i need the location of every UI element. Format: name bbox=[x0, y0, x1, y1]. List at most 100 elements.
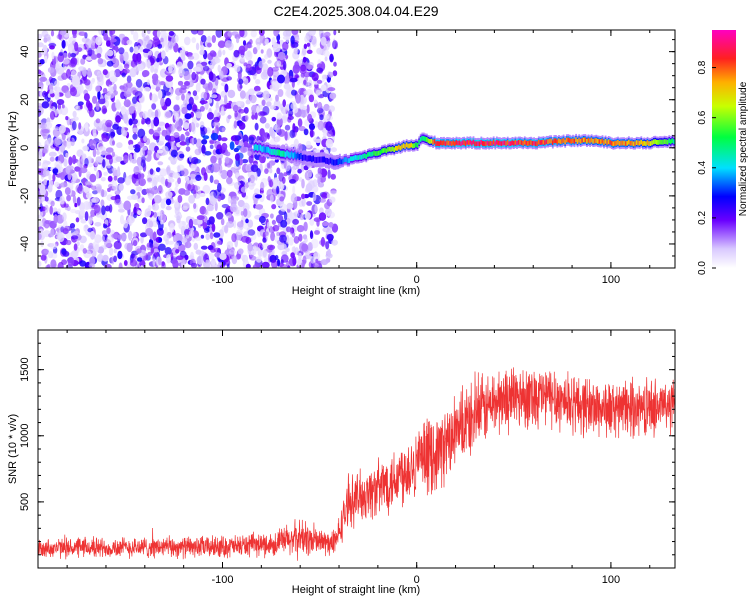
ridge-cell bbox=[623, 140, 626, 146]
noise-cell bbox=[282, 35, 291, 40]
noise-cell bbox=[220, 169, 228, 180]
noise-cell bbox=[63, 158, 68, 167]
noise-cell bbox=[227, 89, 236, 99]
noise-cell bbox=[180, 85, 187, 90]
noise-cell bbox=[235, 172, 240, 177]
noise-cell bbox=[177, 244, 186, 252]
noise-cell bbox=[43, 34, 51, 42]
noise-cell bbox=[102, 108, 108, 114]
noise-cell bbox=[50, 92, 55, 98]
noise-cell bbox=[169, 135, 176, 142]
noise-cell bbox=[53, 137, 61, 147]
noise-cell bbox=[50, 259, 57, 268]
noise-cell bbox=[220, 137, 228, 142]
noise-cell bbox=[271, 219, 276, 225]
noise-cell bbox=[320, 36, 327, 46]
noise-cell bbox=[282, 99, 287, 108]
noise-cell bbox=[237, 70, 242, 80]
noise-cell bbox=[177, 80, 184, 86]
noise-cell bbox=[320, 32, 327, 38]
noise-cell bbox=[264, 231, 269, 236]
ridge-cell bbox=[478, 141, 481, 147]
noise-cell bbox=[183, 99, 188, 106]
noise-cell bbox=[147, 149, 152, 156]
noise-cell bbox=[102, 69, 108, 76]
noise-cell bbox=[46, 137, 54, 146]
noise-cell bbox=[81, 138, 85, 144]
noise-cell bbox=[327, 211, 336, 219]
noise-cell bbox=[78, 184, 83, 192]
noise-cell bbox=[308, 94, 315, 103]
noise-cell bbox=[160, 135, 165, 144]
noise-cell bbox=[262, 237, 267, 243]
noise-cell bbox=[94, 222, 102, 227]
noise-cell bbox=[153, 38, 161, 45]
y-tick-label: -40 bbox=[19, 236, 31, 252]
noise-cell bbox=[309, 218, 315, 226]
noise-cell bbox=[201, 139, 208, 145]
ridge-cell bbox=[450, 141, 453, 147]
noise-cell bbox=[66, 132, 71, 141]
noise-cell bbox=[77, 101, 84, 106]
noise-cell bbox=[272, 224, 280, 232]
ridge-cell bbox=[600, 139, 602, 145]
noise-cell bbox=[297, 168, 302, 174]
noise-cell bbox=[52, 168, 59, 174]
ridge-cell bbox=[519, 139, 521, 145]
noise-cell bbox=[234, 153, 240, 161]
y-tick-label: 1000 bbox=[19, 424, 31, 448]
noise-cell bbox=[317, 101, 323, 110]
noise-cell bbox=[149, 243, 154, 248]
ridge-cell bbox=[382, 148, 385, 153]
spectrogram-ridge bbox=[253, 132, 675, 170]
noise-cell bbox=[151, 93, 158, 103]
ridge-cell bbox=[617, 140, 619, 145]
ridge-cell bbox=[572, 138, 574, 143]
ridge-cell bbox=[343, 157, 346, 163]
ridge-cell bbox=[668, 138, 671, 144]
noise-cell bbox=[128, 230, 133, 241]
ridge-cell bbox=[536, 141, 539, 147]
noise-cell bbox=[84, 181, 92, 186]
noise-cell bbox=[309, 129, 314, 138]
noise-cell bbox=[259, 154, 266, 164]
noise-cell bbox=[134, 91, 143, 99]
noise-cell bbox=[49, 110, 56, 120]
noise-cell bbox=[319, 198, 326, 203]
ridge-cell bbox=[404, 144, 407, 149]
noise-cell bbox=[86, 100, 91, 108]
noise-cell bbox=[202, 184, 211, 194]
ridge-cell bbox=[586, 138, 588, 144]
ridge-cell bbox=[398, 144, 400, 150]
noise-cell bbox=[116, 142, 123, 149]
x-tick-label: -100 bbox=[211, 574, 233, 586]
noise-cell bbox=[129, 46, 134, 53]
ridge-cell bbox=[267, 146, 270, 153]
noise-cell bbox=[279, 234, 287, 243]
noise-cell bbox=[289, 77, 298, 83]
noise-cell bbox=[103, 33, 109, 41]
noise-cell bbox=[141, 120, 145, 125]
noise-cell bbox=[117, 250, 123, 260]
noise-cell bbox=[184, 176, 190, 182]
noise-cell bbox=[227, 195, 232, 204]
noise-cell bbox=[103, 171, 109, 176]
noise-cell bbox=[120, 106, 127, 115]
noise-cell bbox=[137, 171, 142, 181]
noise-cell bbox=[172, 235, 177, 243]
noise-cell bbox=[289, 129, 296, 139]
ridge-cell bbox=[377, 150, 380, 156]
noise-cell bbox=[89, 230, 96, 240]
noise-cell bbox=[195, 63, 204, 72]
noise-cell bbox=[319, 114, 324, 121]
noise-cell bbox=[273, 124, 278, 131]
noise-cell bbox=[170, 140, 175, 149]
noise-cell bbox=[129, 153, 133, 164]
noise-cell bbox=[65, 166, 71, 175]
noise-cell bbox=[105, 119, 113, 128]
noise-cell bbox=[271, 259, 278, 268]
noise-cell bbox=[63, 203, 69, 208]
noise-cell bbox=[299, 65, 307, 74]
noise-cell bbox=[232, 104, 239, 112]
